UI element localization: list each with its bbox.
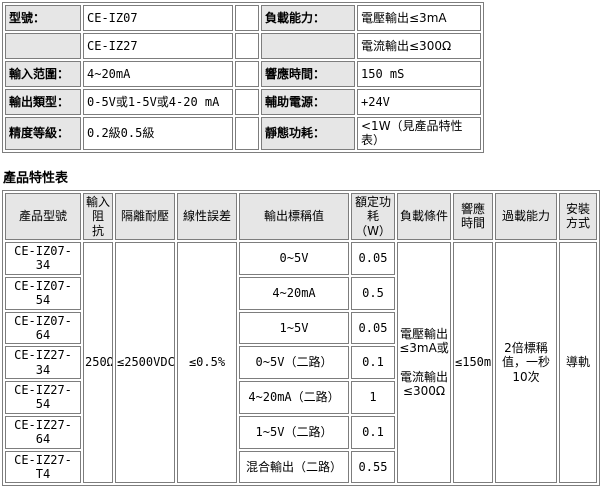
model-label-cell-2 (5, 33, 81, 59)
characteristics-header-row: 產品型號 輸入阻 抗 隔離耐壓 線性誤差 輸出標稱值 額定功耗 （W） 負載條件… (5, 192, 597, 240)
model-cell: CE-IZ07-34 (5, 241, 81, 275)
header-input-impedance: 輸入阻 抗 (83, 192, 113, 240)
table-row: CE-IZ07-54 4~20mA 0.5 (5, 276, 597, 310)
rated-power-cell: 0.1 (351, 346, 395, 380)
output-nominal-cell: 1~5V (239, 311, 349, 345)
output-type-label-cell: 輸出類型： (5, 89, 81, 115)
table-row: CE-IZ07-34 250Ω ≤2500VDC ≤0.5% 0~5V 0.05… (5, 241, 597, 484)
rated-power-cell: 0.5 (351, 276, 395, 310)
rated-power-cell: 0.05 (351, 241, 395, 275)
overview-row: 型號： CE-IZ07 負載能力： 電壓輸出≤3mA (5, 5, 481, 31)
spacer-cell (235, 61, 259, 87)
model-label-cell: 型號： (5, 5, 81, 31)
response-time-value-cell: 150 mS (357, 61, 481, 87)
spacer-cell (235, 117, 259, 150)
header-mounting: 安裝 方式 (559, 192, 597, 240)
response-time-label-cell: 響應時間： (261, 61, 355, 87)
header-product-model: 產品型號 (5, 192, 81, 240)
header-response-time: 響應 時間 (453, 192, 493, 240)
load-capacity-value-cell: 電壓輸出≤3mA (357, 5, 481, 31)
spacer-cell (235, 33, 259, 59)
model-value-cell: CE-IZ07 (83, 5, 233, 31)
output-nominal-cell: 0~5V (239, 241, 349, 275)
header-output-nominal: 輸出標稱值 (239, 192, 349, 240)
linearity-error-cell: ≤0.5% (177, 241, 237, 484)
characteristics-table: 產品型號 輸入阻 抗 隔離耐壓 線性誤差 輸出標稱值 額定功耗 （W） 負載條件… (2, 189, 600, 487)
output-nominal-cell: 0~5V（二路） (239, 346, 349, 380)
rated-power-cell: 0.1 (351, 415, 395, 449)
accuracy-value-cell: 0.2級0.5級 (83, 117, 233, 150)
mounting-cell: 導軌 (559, 241, 597, 484)
table-row: CE-IZ07-64 1~5V 0.05 (5, 311, 597, 345)
output-nominal-cell: 4~20mA (239, 276, 349, 310)
output-nominal-cell: 混合輸出（二路） (239, 450, 349, 484)
input-range-label-cell: 輸入范圍： (5, 61, 81, 87)
header-linearity-error: 線性誤差 (177, 192, 237, 240)
output-nominal-cell: 1~5V（二路） (239, 415, 349, 449)
overview-table: 型號： CE-IZ07 負載能力： 電壓輸出≤3mA CE-IZ27 電流輸出≤… (2, 2, 484, 153)
header-rated-power: 額定功耗 （W） (351, 192, 395, 240)
load-capacity-value-cell-2: 電流輸出≤300Ω (357, 33, 481, 59)
model-value-cell-2: CE-IZ27 (83, 33, 233, 59)
model-cell: CE-IZ07-54 (5, 276, 81, 310)
model-cell: CE-IZ07-64 (5, 311, 81, 345)
model-cell: CE-IZ27-64 (5, 415, 81, 449)
rated-power-cell: 0.05 (351, 311, 395, 345)
overview-row: 輸出類型： 0-5V或1-5V或4-20 mA 輔助電源： +24V (5, 89, 481, 115)
static-consumption-value-cell: <1W（見產品特性表） (357, 117, 481, 150)
aux-power-value-cell: +24V (357, 89, 481, 115)
input-range-value-cell: 4~20mA (83, 61, 233, 87)
overview-row: CE-IZ27 電流輸出≤300Ω (5, 33, 481, 59)
header-overload-capacity: 過載能力 (495, 192, 557, 240)
aux-power-label-cell: 輔助電源： (261, 89, 355, 115)
output-type-value-cell: 0-5V或1-5V或4-20 mA (83, 89, 233, 115)
spec-section-title: 產品特性表 (3, 170, 69, 186)
rated-power-cell: 0.55 (351, 450, 395, 484)
isolation-voltage-cell: ≤2500VDC (115, 241, 175, 484)
table-row: CE-IZ27-54 4~20mA（二路） 1 (5, 381, 597, 414)
header-isolation-voltage: 隔離耐壓 (115, 192, 175, 240)
accuracy-label-cell: 精度等級： (5, 117, 81, 150)
model-cell: CE-IZ27-34 (5, 346, 81, 380)
table-row: CE-IZ27-34 0~5V（二路） 0.1 (5, 346, 597, 380)
spacer-cell (235, 89, 259, 115)
overload-capacity-cell: 2倍標稱 值，一秒 10次 (495, 241, 557, 484)
model-cell: CE-IZ27-T4 (5, 450, 81, 484)
overview-row: 精度等級： 0.2級0.5級 靜態功耗： <1W（見產品特性表） (5, 117, 481, 150)
overview-row: 輸入范圍： 4~20mA 響應時間： 150 mS (5, 61, 481, 87)
load-capacity-label-cell-2 (261, 33, 355, 59)
spacer-cell (235, 5, 259, 31)
input-impedance-cell: 250Ω (83, 241, 113, 484)
load-capacity-label-cell: 負載能力： (261, 5, 355, 31)
load-condition-cell: 電壓輸出 ≤3mA或 電流輸出 ≤300Ω (397, 241, 451, 484)
static-consumption-label-cell: 靜態功耗： (261, 117, 355, 150)
header-load-condition: 負載條件 (397, 192, 451, 240)
